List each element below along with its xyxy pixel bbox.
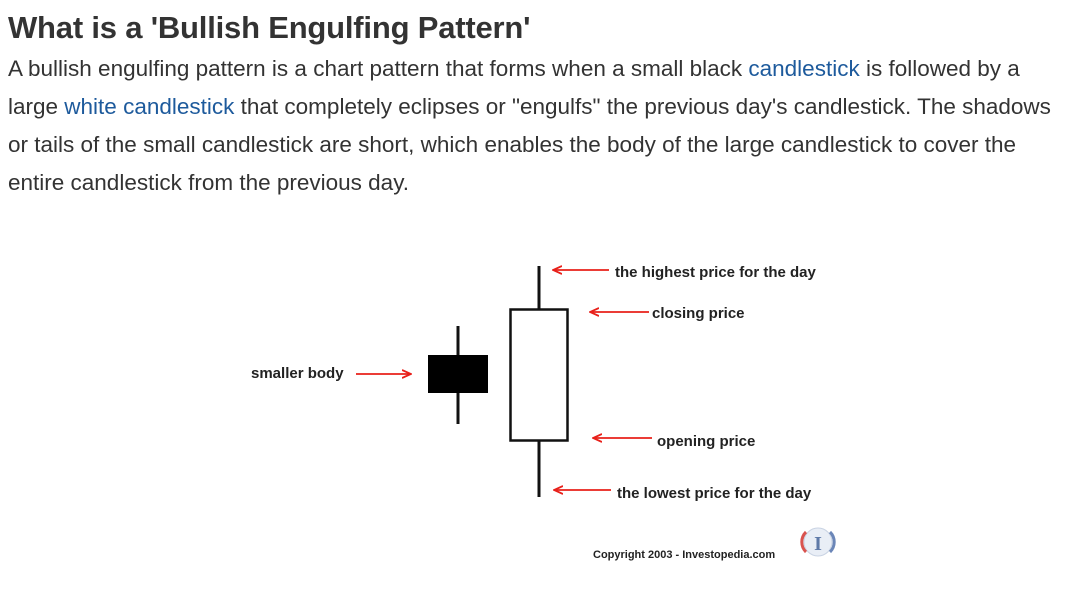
paragraph-text-1: A bullish engulfing pattern is a chart p… <box>8 56 749 81</box>
lowest-price-label: the lowest price for the day <box>617 485 812 502</box>
small-candle-body <box>428 355 488 393</box>
investopedia-logo: I <box>800 527 836 557</box>
large-candle-body <box>509 308 569 442</box>
opening-price-label: opening price <box>657 433 755 450</box>
closing-price-label: closing price <box>652 305 745 322</box>
small-black-candlestick <box>428 326 488 424</box>
copyright-text: Copyright 2003 - Investopedia.com <box>593 549 775 561</box>
white-candlestick-link[interactable]: white candlestick <box>64 94 235 119</box>
highest-price-label: the highest price for the day <box>615 264 817 281</box>
investopedia-logo-letter: I <box>814 533 822 555</box>
paragraph-text-2: is followed by a large <box>8 56 1020 119</box>
paragraph-text-3: that completely eclipses or "engulfs" th… <box>8 94 1051 195</box>
article-title: What is a 'Bullish Engulfing Pattern' <box>8 10 531 45</box>
smaller-body-label: smaller body <box>251 365 344 382</box>
large-white-candlestick <box>509 266 569 497</box>
article-paragraph: A bullish engulfing pattern is a chart p… <box>8 50 1068 202</box>
candlestick-link[interactable]: candlestick <box>748 56 860 81</box>
